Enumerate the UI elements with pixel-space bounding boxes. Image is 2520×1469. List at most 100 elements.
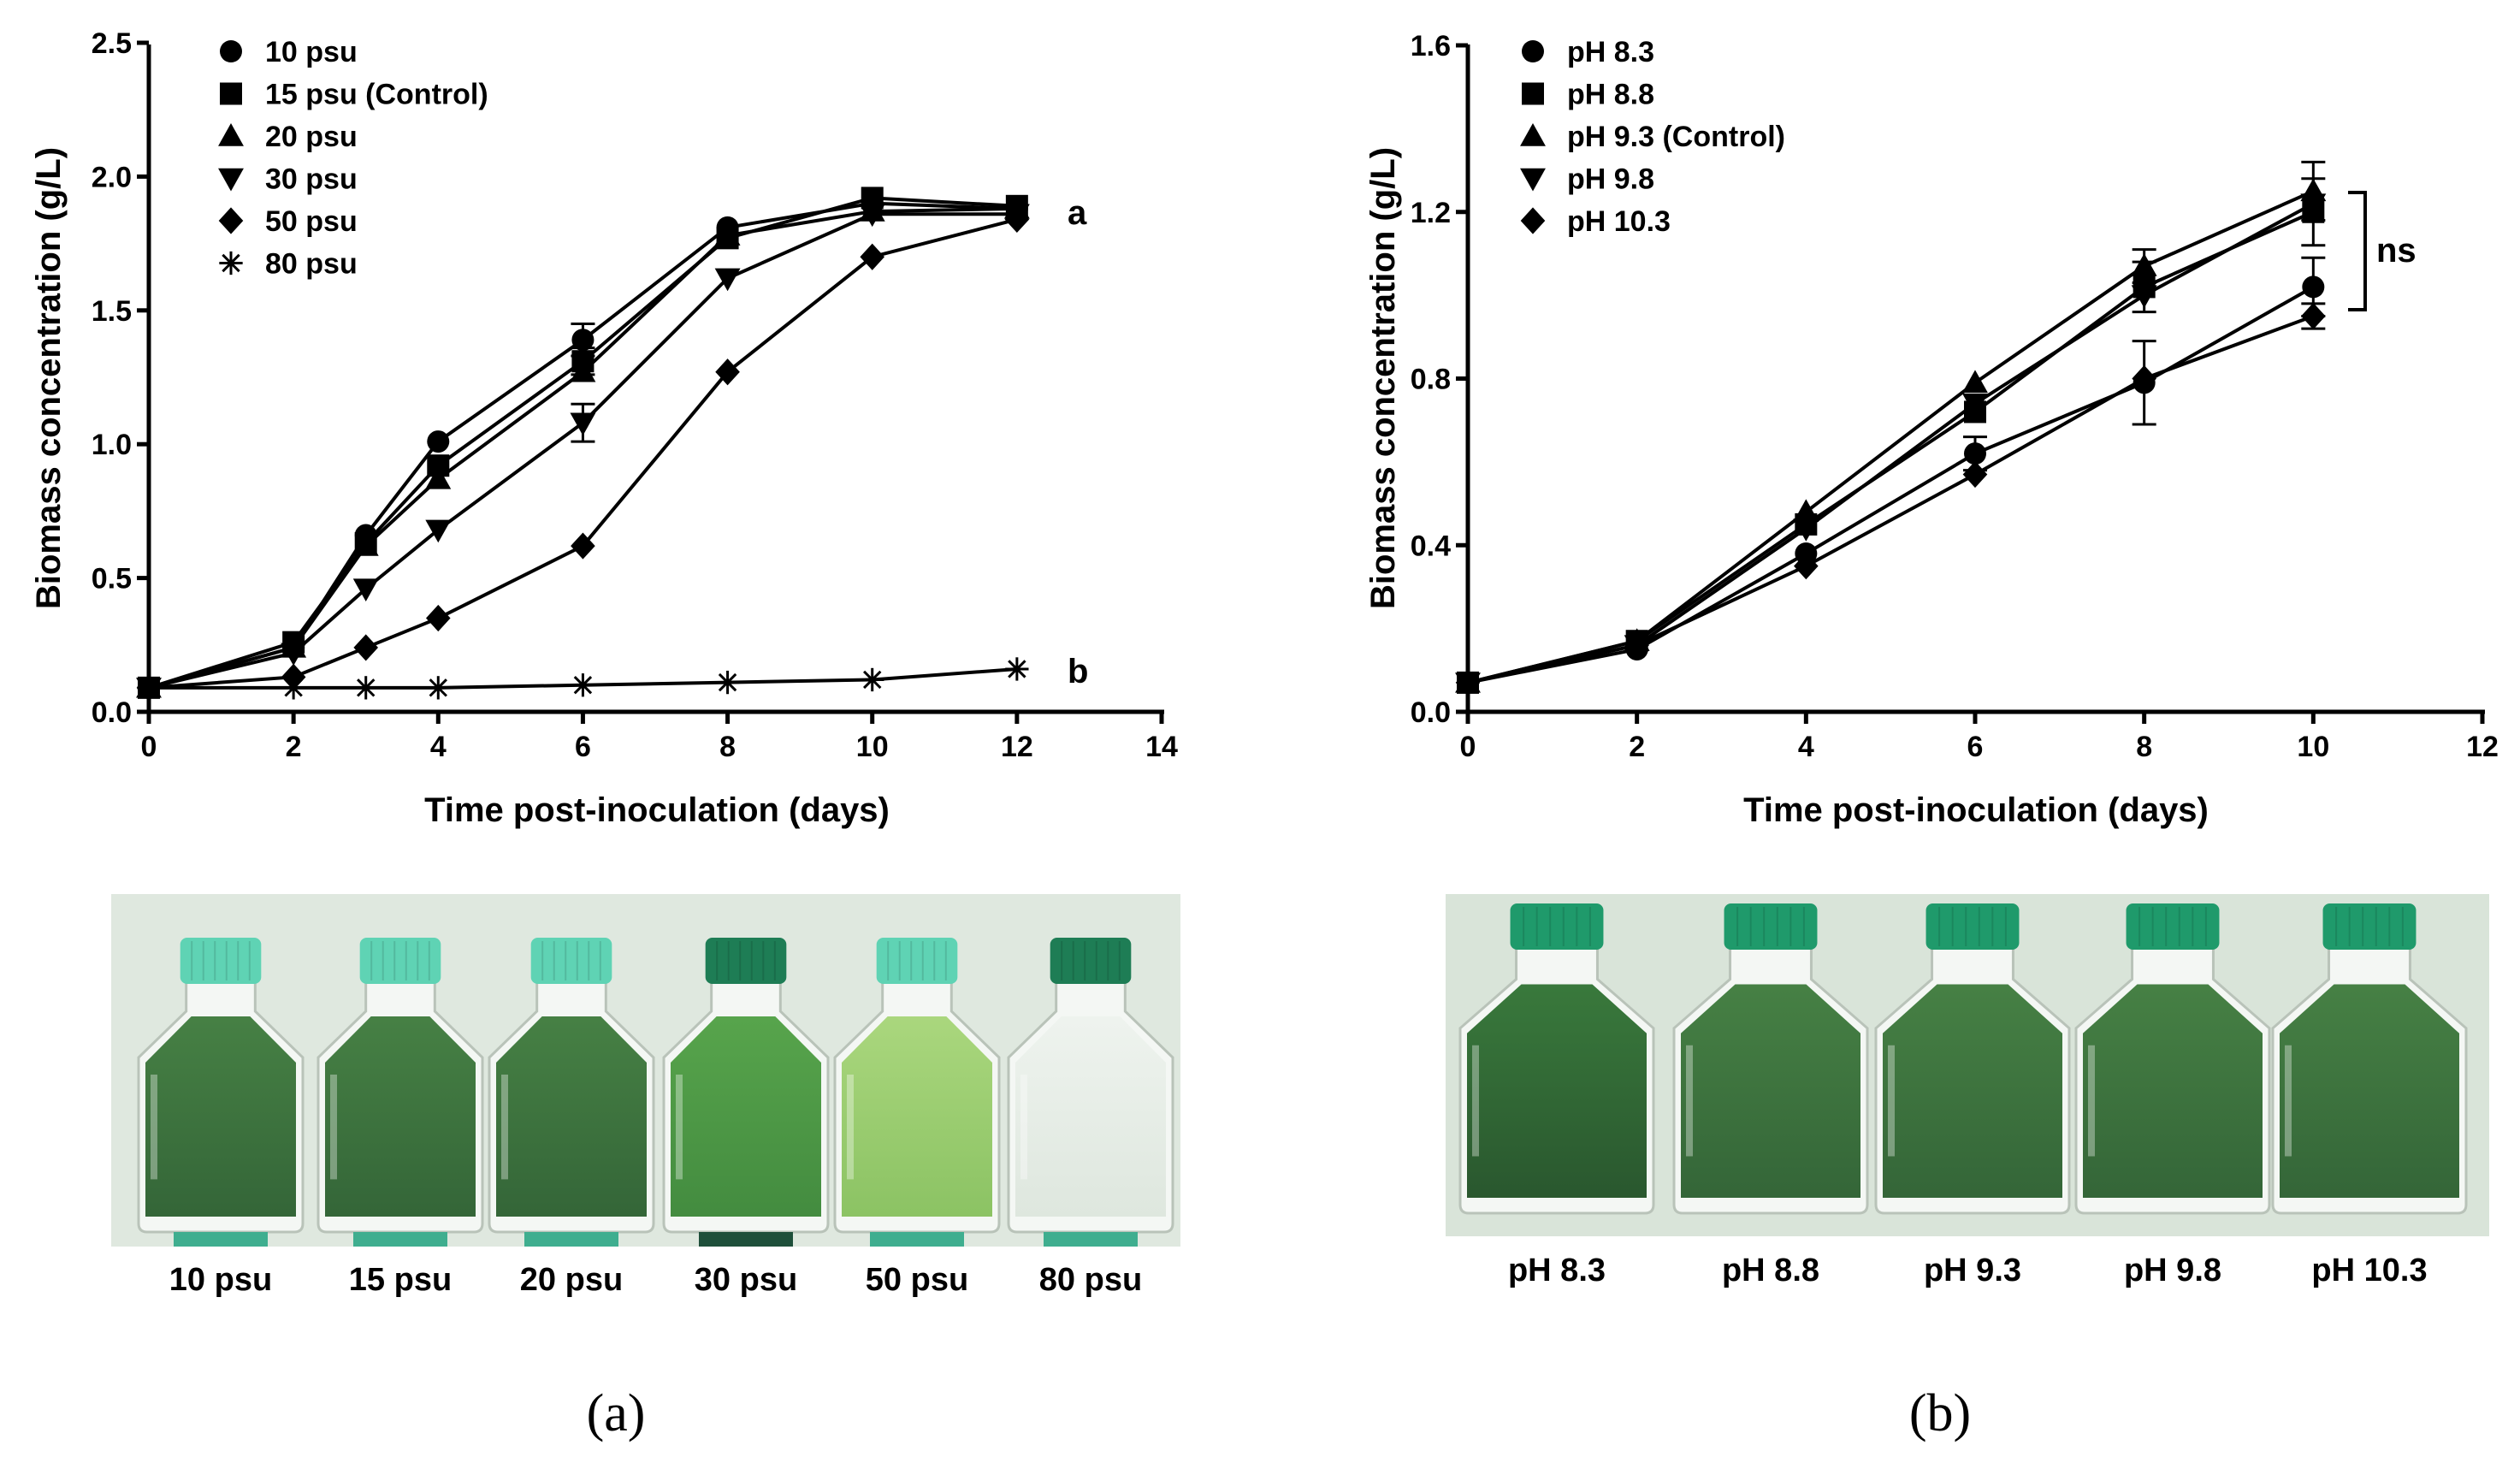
chart-b-series-ph-10-3: [1455, 302, 2326, 696]
chart-a-x-tick-label: 4: [430, 731, 447, 763]
chart-a-series: [136, 187, 1030, 702]
panel-label-b: (b): [1909, 1384, 1971, 1442]
chart-a-legend-item-50-psu: 50 psu: [218, 205, 358, 238]
chart-b-point-ph-8-3: [2302, 275, 2325, 299]
chart-a-legend-item-80-psu: 80 psu: [219, 248, 358, 281]
chart-a-point-80-psu: [861, 667, 884, 692]
chart-b-legend: pH 8.3 pH 8.8 pH 9.3 (Control) pH 9.8 pH 10.…: [1520, 36, 1785, 238]
chart-b-legend-label: pH 9.8: [1567, 163, 1654, 196]
chart-a-legend-marker-20-psu: [218, 123, 244, 146]
chart-a-legend-item-20-psu: 20 psu: [218, 121, 358, 153]
chart-b-x-ticks: 0 2 4 6 8 10 12: [1460, 712, 2499, 763]
chart-b-series-ph-8-3: [1457, 256, 2326, 694]
photo-a-label: 50 psu: [866, 1262, 968, 1298]
chart-b-x-tick-label: 4: [1798, 731, 1814, 763]
chart-a-point-20-psu: [352, 533, 379, 556]
photo-a-flask-reflection: [1044, 1232, 1138, 1247]
photo-a-label: 80 psu: [1039, 1262, 1142, 1298]
chart-b-x-tick-label: 12: [2466, 731, 2499, 763]
chart-a-point-30-psu: [859, 204, 885, 228]
chart-a-point-30-psu: [281, 643, 307, 666]
chart-b-point-ph-9-8: [2131, 285, 2157, 309]
chart-b-x-tick-label: 8: [2136, 731, 2152, 763]
chart-b-series: [1455, 160, 2327, 696]
chart-a-x-tick-label: 2: [286, 731, 302, 763]
chart-b-ns-bracket: [2348, 191, 2367, 311]
photo-a-flask: [488, 938, 655, 1234]
chart-a-legend-label: 30 psu: [265, 163, 358, 196]
photo-b-flask-cap: [2322, 903, 2416, 950]
chart-b-point-ph-10-3: [1794, 552, 1819, 580]
photo-a-flask-reflection: [699, 1232, 793, 1247]
chart-a-point-80-psu: [137, 676, 161, 700]
photo-a-flask-cap: [705, 938, 787, 984]
chart-a-point-50-psu: [860, 243, 885, 270]
photo-a-flask-cap: [1050, 938, 1132, 984]
chart-b-point-ph-8-3: [1964, 442, 1986, 465]
chart-a-y-axis-label: Biomass concentration (g/L): [30, 147, 68, 609]
photo-a-label: 10 psu: [169, 1262, 272, 1298]
chart-b-point-ph-9-8: [1793, 518, 1819, 542]
chart-b-y-tick-label: 0.0: [1411, 696, 1451, 729]
chart-a-x-axis-label: Time post-inoculation (days): [424, 791, 890, 829]
photo-a-flask-reflection: [524, 1232, 618, 1247]
chart-b-x-tick-label: 2: [1629, 731, 1645, 763]
chart-b-legend-marker-ph-8-8: [1522, 82, 1544, 105]
chart-b-y-axis-label: Biomass concentration (g/L): [1364, 147, 1402, 609]
chart-b-legend-label: pH 10.3: [1567, 205, 1671, 238]
chart-b-legend-marker-ph-8-3: [1522, 40, 1544, 62]
photo-a-flask: [137, 938, 305, 1234]
chart-a-legend-label: 15 psu (Control): [265, 79, 488, 111]
chart-a-series-50-psu: [136, 205, 1030, 702]
chart-a-legend-marker-30-psu: [218, 168, 244, 192]
chart-a-point-50-psu: [571, 532, 595, 560]
chart-a-legend-marker-15-psu-control: [220, 82, 242, 105]
photo-b-flask: [2271, 903, 2468, 1215]
chart-b-legend-item-ph-9-8: pH 9.8: [1520, 163, 1654, 196]
chart-b-series-ph-8-8: [1457, 177, 2326, 694]
chart-a-legend-item-30-psu: 30 psu: [218, 163, 358, 196]
panel-label-a: (a): [587, 1384, 646, 1442]
photo-b-flask: [1458, 903, 1655, 1215]
chart-a-x-tick-label: 10: [856, 731, 889, 763]
chart-a-series-80-psu: [137, 657, 1029, 700]
chart-a-point-30-psu: [352, 578, 379, 602]
photo-b-label: pH 9.3: [1924, 1253, 2021, 1288]
chart-a-x-tick-label: 12: [1001, 731, 1033, 763]
chart-b-line-ph-9-3-control: [1467, 189, 2315, 684]
chart-a-point-30-psu: [570, 412, 596, 436]
chart-a-point-80-psu: [571, 673, 595, 697]
chart-b-point-ph-10-3: [1624, 631, 1649, 659]
chart-a-x-tick-label: 0: [141, 731, 157, 763]
chart-b-legend-label: pH 8.3: [1567, 36, 1654, 68]
chart-a-x-tick-label: 8: [719, 731, 736, 763]
chart-a-y-tick-label: 2.0: [92, 161, 132, 193]
chart-b-legend-marker-ph-9-8: [1520, 168, 1546, 192]
chart-a-x-ticks: 0 2 4 6 8 10 12 14: [141, 712, 1178, 763]
chart-a-point-50-psu: [1004, 205, 1030, 234]
chart-a: 0.0 0.5 1.0 1.5 2.0 2.5 0 2 4 6 8 10 12 14 Time post…: [30, 27, 1178, 829]
chart-a-x-tick-label: 14: [1145, 731, 1178, 763]
chart-a-y-tick-label: 0.0: [92, 696, 132, 729]
chart-a-point-50-psu: [353, 634, 379, 661]
photo-b-label: pH 9.8: [2124, 1253, 2221, 1288]
chart-a-point-50-psu: [715, 358, 740, 386]
chart-b-legend-item-ph-8-3: pH 8.3: [1522, 36, 1654, 68]
chart-b-legend-label: pH 8.8: [1567, 79, 1654, 111]
chart-a-legend-label: 20 psu: [265, 121, 358, 153]
chart-a-point-20-psu: [570, 358, 596, 382]
photo-a-label: 15 psu: [349, 1262, 452, 1298]
photo-a-flask-cap: [876, 938, 958, 984]
photo-a-label: 30 psu: [695, 1262, 797, 1298]
photo-a-flask: [316, 938, 484, 1234]
photo-a-flask-cap: [359, 938, 441, 984]
chart-a-y-ticks: 0.0 0.5 1.0 1.5 2.0 2.5: [92, 27, 149, 729]
photo-b-flask: [2074, 903, 2271, 1215]
chart-a-line-20-psu: [148, 206, 1017, 690]
chart-b-point-ph-9-3-control: [2131, 253, 2157, 276]
photo-b-labels: pH 8.3 pH 8.8 pH 9.3 pH 9.8 pH 10.3: [1508, 1253, 2428, 1288]
chart-a-legend-label: 50 psu: [265, 205, 358, 238]
photo-a-flask-reflection: [174, 1232, 268, 1247]
chart-a-point-20-psu: [425, 465, 452, 489]
photo-b-flask-cap: [1724, 903, 1818, 950]
